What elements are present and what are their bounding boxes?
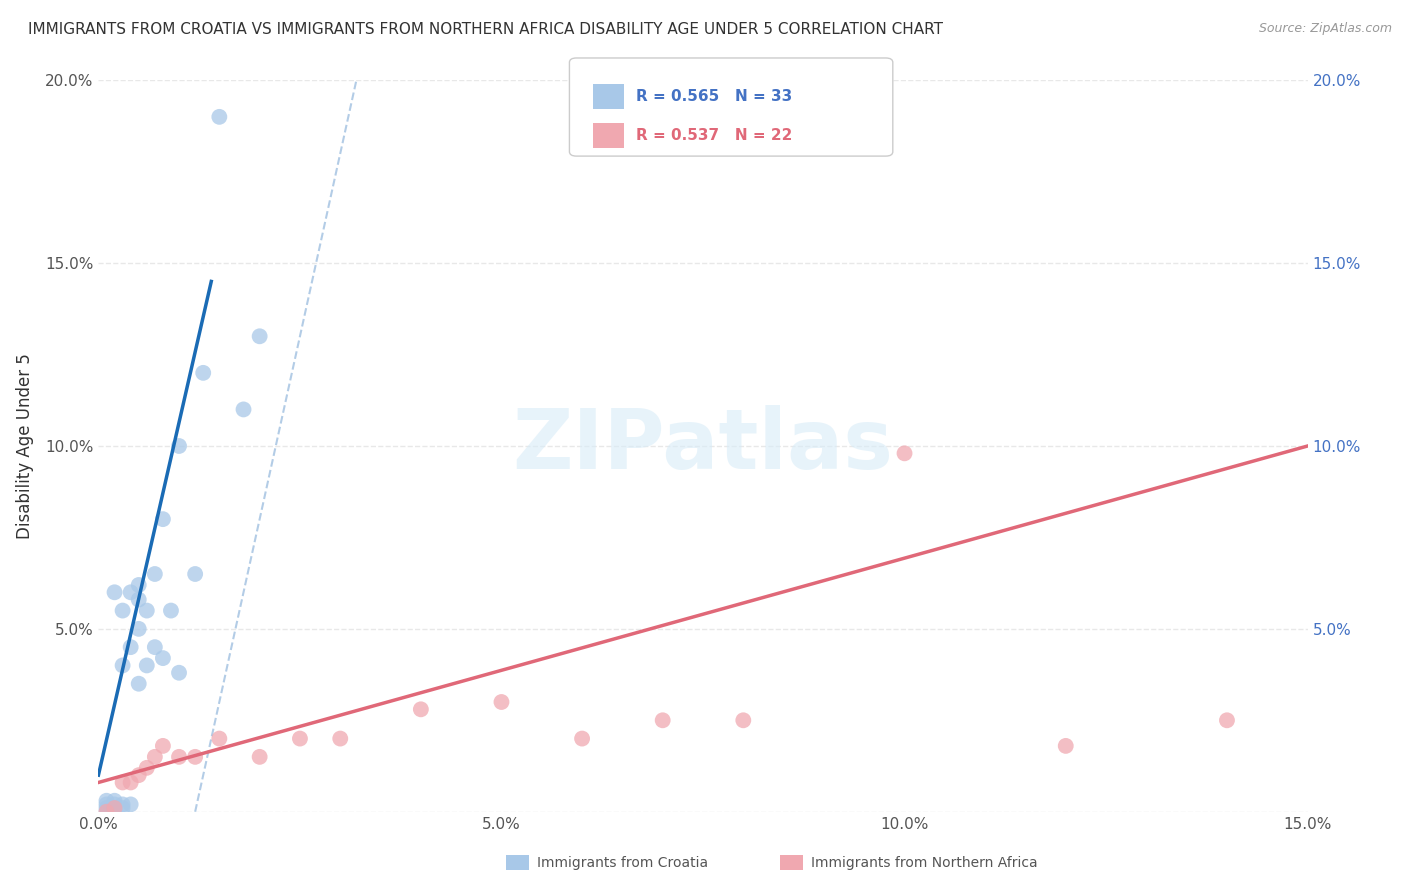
Point: [103, 797, 125, 812]
Text: Source: ZipAtlas.com: Source: ZipAtlas.com: [1258, 22, 1392, 36]
Point: [167, 749, 190, 764]
Point: [111, 603, 134, 617]
Point: [143, 567, 166, 582]
Point: [103, 801, 125, 815]
Point: [143, 749, 166, 764]
Point: [571, 731, 593, 746]
Point: [103, 801, 125, 815]
Point: [120, 585, 142, 599]
Text: Immigrants from Northern Africa: Immigrants from Northern Africa: [811, 855, 1038, 870]
Point: [135, 603, 157, 617]
Point: [120, 775, 142, 789]
Point: [208, 731, 231, 746]
Point: [96, 797, 118, 812]
Point: [135, 761, 157, 775]
Point: [160, 603, 183, 617]
Point: [167, 665, 190, 680]
Point: [96, 805, 118, 819]
Point: [111, 775, 134, 789]
Point: [184, 567, 207, 582]
Point: [103, 794, 125, 808]
Point: [152, 651, 174, 665]
Point: [288, 731, 311, 746]
Point: [167, 439, 190, 453]
Point: [120, 640, 142, 655]
Point: [733, 714, 755, 728]
Point: [128, 592, 150, 607]
Point: [329, 731, 352, 746]
Point: [111, 658, 134, 673]
Text: R = 0.537   N = 22: R = 0.537 N = 22: [636, 128, 792, 143]
Point: [491, 695, 513, 709]
Point: [143, 640, 166, 655]
Point: [135, 658, 157, 673]
Point: [651, 714, 673, 728]
Point: [409, 702, 432, 716]
Point: [249, 749, 271, 764]
Point: [96, 794, 118, 808]
Point: [128, 768, 150, 782]
Text: Immigrants from Croatia: Immigrants from Croatia: [537, 855, 709, 870]
Text: ZIPatlas: ZIPatlas: [513, 406, 893, 486]
Point: [1054, 739, 1077, 753]
Point: [184, 749, 207, 764]
Text: R = 0.565   N = 33: R = 0.565 N = 33: [636, 89, 792, 103]
Point: [249, 329, 271, 343]
Point: [232, 402, 254, 417]
Point: [103, 585, 125, 599]
Point: [128, 578, 150, 592]
Point: [1216, 714, 1239, 728]
Point: [111, 797, 134, 812]
Point: [128, 622, 150, 636]
Point: [96, 801, 118, 815]
Point: [193, 366, 215, 380]
Point: [111, 801, 134, 815]
Point: [96, 805, 118, 819]
Point: [128, 676, 150, 690]
Point: [893, 446, 915, 460]
Point: [152, 512, 174, 526]
Point: [152, 739, 174, 753]
Point: [120, 797, 142, 812]
Y-axis label: Disability Age Under 5: Disability Age Under 5: [15, 353, 34, 539]
Text: IMMIGRANTS FROM CROATIA VS IMMIGRANTS FROM NORTHERN AFRICA DISABILITY AGE UNDER : IMMIGRANTS FROM CROATIA VS IMMIGRANTS FR…: [28, 22, 943, 37]
Point: [208, 110, 231, 124]
